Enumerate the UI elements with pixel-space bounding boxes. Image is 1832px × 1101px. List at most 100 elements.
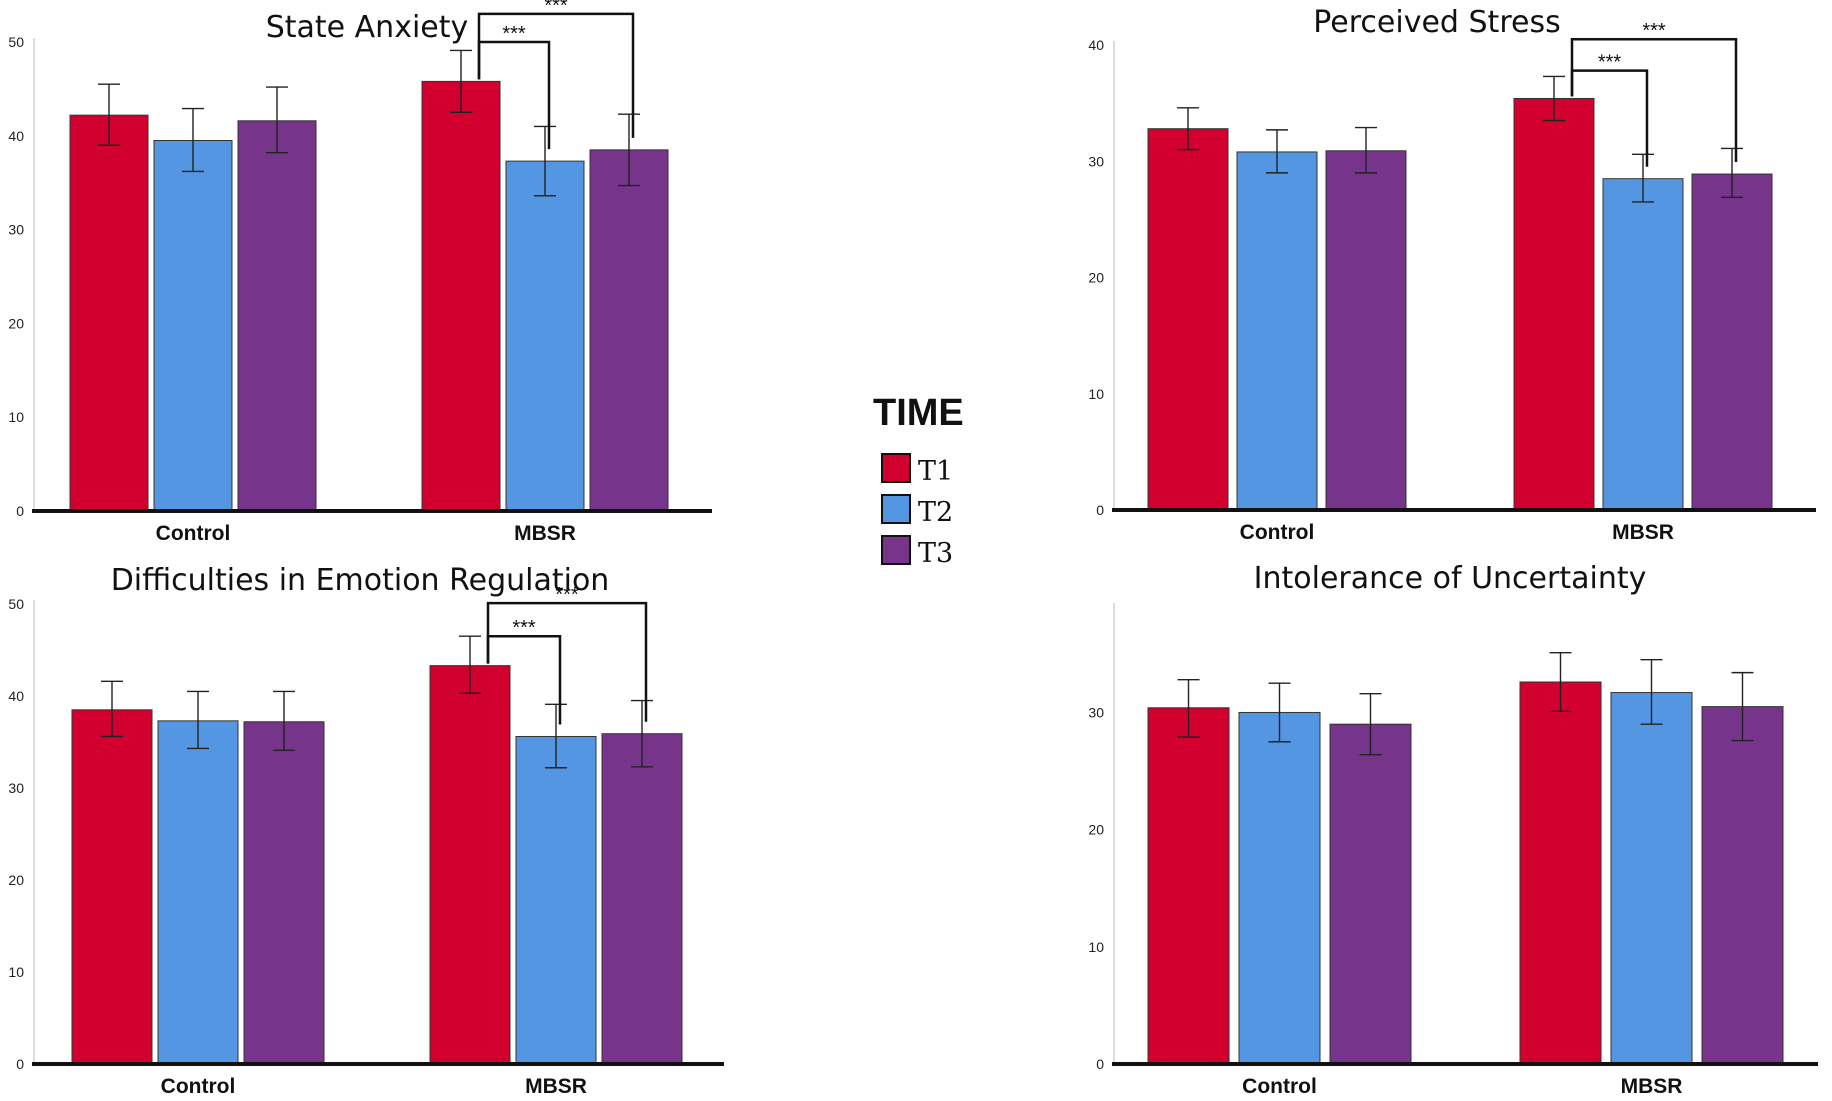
legend-label: T3 bbox=[918, 538, 953, 569]
chart-title: Perceived Stress bbox=[1313, 5, 1560, 40]
bar-t3-mbsr bbox=[601, 733, 683, 1065]
legend-item-t1: T1 bbox=[881, 453, 953, 487]
y-tick-label: 50 bbox=[8, 34, 24, 50]
error-bar bbox=[1266, 129, 1288, 174]
bar-t1-control bbox=[1147, 707, 1230, 1065]
y-tick-label: 40 bbox=[8, 128, 24, 144]
error-bar bbox=[266, 86, 288, 154]
error-bar bbox=[1640, 659, 1663, 725]
x-category-label: Control bbox=[156, 522, 231, 545]
error-bar bbox=[459, 635, 481, 694]
significance-bracket: *** bbox=[477, 0, 635, 138]
bar-t1-mbsr bbox=[1513, 97, 1595, 511]
y-tick-label: 10 bbox=[1088, 939, 1104, 955]
error-bar bbox=[1731, 671, 1754, 742]
y-tick-label: 10 bbox=[8, 409, 24, 425]
error-bar bbox=[1549, 652, 1572, 712]
bar-t2-mbsr bbox=[505, 160, 585, 512]
legend-item-t3: T3 bbox=[881, 535, 953, 569]
error-bar bbox=[187, 690, 209, 750]
x-category-label: Control bbox=[161, 1075, 236, 1098]
y-tick-label: 0 bbox=[1096, 502, 1104, 518]
y-tick-label: 20 bbox=[8, 315, 24, 331]
bar-t1-mbsr bbox=[421, 80, 501, 512]
y-tick-label: 0 bbox=[16, 503, 24, 519]
x-category-label: Control bbox=[1242, 1075, 1317, 1098]
chart-panel-2: Perceived Stress 0 10 20 30 40 Control MBSR *** *… bbox=[1088, 5, 1816, 544]
bar-t2-control bbox=[1238, 711, 1321, 1065]
error-bar bbox=[534, 125, 556, 197]
y-tick-label: 20 bbox=[1088, 822, 1104, 838]
bar-t1-mbsr bbox=[429, 665, 511, 1065]
legend: TIME T1 T2 T3 bbox=[873, 392, 964, 569]
significance-label: *** bbox=[512, 617, 536, 639]
bar-t1-control bbox=[69, 114, 149, 512]
error-bar bbox=[101, 680, 123, 738]
error-bar bbox=[98, 83, 120, 146]
y-tick-label: 0 bbox=[1096, 1056, 1104, 1072]
x-category-label: MBSR bbox=[525, 1075, 587, 1098]
error-bar bbox=[1177, 678, 1200, 738]
y-tick-label: 20 bbox=[1088, 270, 1104, 286]
error-bar bbox=[273, 690, 295, 751]
chart-panel-4: Intolerance of Uncertainty 0 10 20 30 Control… bbox=[1088, 561, 1818, 1098]
bar-t2-control bbox=[1236, 151, 1318, 511]
bar-t2-control bbox=[157, 720, 239, 1065]
error-bar bbox=[618, 113, 640, 187]
legend-swatch bbox=[881, 535, 911, 565]
error-bar bbox=[1177, 107, 1199, 151]
chart-panel-3: Difficulties in Emotion Regulation 0 10 20 3… bbox=[8, 563, 724, 1098]
error-bar bbox=[631, 699, 653, 768]
bar-t1-control bbox=[1147, 128, 1229, 511]
y-tick-label: 10 bbox=[8, 964, 24, 980]
y-tick-label: 30 bbox=[1088, 704, 1104, 720]
legend-swatch bbox=[881, 494, 911, 524]
chart-panel-1: State Anxiety 0 10 20 30 40 50 Control MBSR *** **… bbox=[8, 0, 712, 545]
x-category-label: Control bbox=[1240, 521, 1315, 544]
bar-t3-control bbox=[1325, 150, 1407, 511]
significance-label: *** bbox=[1642, 20, 1666, 42]
error-bar bbox=[1268, 682, 1291, 743]
bar-t2-control bbox=[153, 139, 233, 512]
legend-swatch bbox=[881, 453, 911, 483]
legend-label: T1 bbox=[918, 456, 953, 487]
error-bar bbox=[1355, 126, 1377, 174]
significance-label: *** bbox=[555, 584, 579, 606]
bar-t1-control bbox=[71, 709, 153, 1065]
bar-t3-control bbox=[1329, 723, 1412, 1065]
bar-t3-control bbox=[243, 721, 325, 1065]
error-bar bbox=[545, 703, 567, 769]
legend-item-t2: T2 bbox=[881, 494, 953, 528]
significance-label: *** bbox=[502, 23, 526, 45]
bar-t3-mbsr bbox=[1691, 173, 1773, 511]
y-tick-label: 0 bbox=[16, 1056, 24, 1072]
significance-label: *** bbox=[544, 0, 568, 17]
bar-t3-mbsr bbox=[1701, 706, 1784, 1065]
bar-t3-mbsr bbox=[589, 149, 669, 512]
significance-bracket: *** bbox=[1570, 20, 1738, 163]
bar-t2-mbsr bbox=[515, 735, 597, 1065]
y-tick-label: 50 bbox=[8, 596, 24, 612]
bar-t3-control bbox=[237, 120, 317, 512]
y-tick-label: 30 bbox=[8, 222, 24, 238]
error-bar bbox=[182, 107, 204, 173]
x-category-label: MBSR bbox=[1621, 1075, 1683, 1098]
error-bar bbox=[450, 49, 472, 114]
bar-t2-mbsr bbox=[1602, 178, 1684, 511]
y-tick-label: 20 bbox=[8, 872, 24, 888]
significance-label: *** bbox=[1598, 52, 1622, 74]
y-tick-label: 40 bbox=[1088, 37, 1104, 53]
y-tick-label: 40 bbox=[8, 688, 24, 704]
error-bar bbox=[1543, 75, 1565, 122]
y-tick-label: 10 bbox=[1088, 386, 1104, 402]
bar-t1-mbsr bbox=[1519, 681, 1602, 1065]
error-bar bbox=[1632, 153, 1654, 203]
legend-label: T2 bbox=[918, 497, 953, 528]
significance-bracket: *** bbox=[486, 584, 648, 722]
error-bar bbox=[1359, 693, 1382, 756]
chart-title: Intolerance of Uncertainty bbox=[1254, 561, 1647, 596]
legend-title: TIME bbox=[873, 392, 964, 434]
bar-t2-mbsr bbox=[1610, 692, 1693, 1065]
chart-title: State Anxiety bbox=[266, 10, 469, 45]
